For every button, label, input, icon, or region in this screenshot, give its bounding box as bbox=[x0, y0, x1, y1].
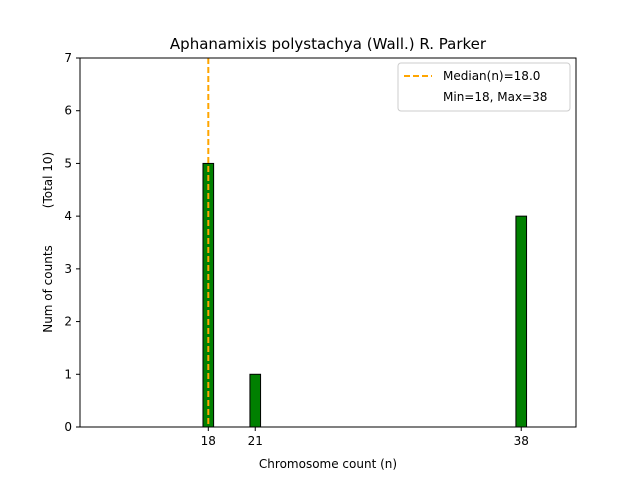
bars-group bbox=[202, 162, 528, 428]
y-axis-label: Num of counts bbox=[41, 245, 55, 333]
x-tick-label-21: 21 bbox=[248, 434, 263, 448]
legend-range-label: Min=18, Max=38 bbox=[443, 90, 547, 104]
legend-box bbox=[397, 62, 571, 112]
y-tick-label-7: 7 bbox=[64, 51, 72, 65]
bar-21 bbox=[249, 373, 262, 428]
y-axis-ticks: 0 1 2 3 4 5 6 7 bbox=[64, 51, 80, 434]
y-axis-total-note: (Total 10) bbox=[41, 152, 55, 208]
x-axis-ticks: 18 21 38 bbox=[201, 427, 529, 448]
y-tick-label-3: 3 bbox=[64, 262, 72, 276]
y-tick-label-1: 1 bbox=[64, 367, 72, 381]
y-tick-label-4: 4 bbox=[64, 209, 72, 223]
chart-title: Aphanamixis polystachya (Wall.) R. Parke… bbox=[170, 35, 487, 53]
y-tick-label-6: 6 bbox=[64, 104, 72, 118]
plot-frame bbox=[79, 57, 577, 428]
legend: Median(n)=18.0 Min=18, Max=38 bbox=[397, 62, 571, 112]
x-axis-label: Chromosome count (n) bbox=[259, 457, 397, 471]
x-tick-label-38: 38 bbox=[514, 434, 529, 448]
y-tick-label-0: 0 bbox=[64, 420, 72, 434]
y-tick-label-2: 2 bbox=[64, 315, 72, 329]
legend-median-label: Median(n)=18.0 bbox=[443, 69, 540, 83]
x-tick-label-18: 18 bbox=[201, 434, 216, 448]
bar-38 bbox=[515, 215, 528, 428]
y-tick-label-5: 5 bbox=[64, 156, 72, 170]
